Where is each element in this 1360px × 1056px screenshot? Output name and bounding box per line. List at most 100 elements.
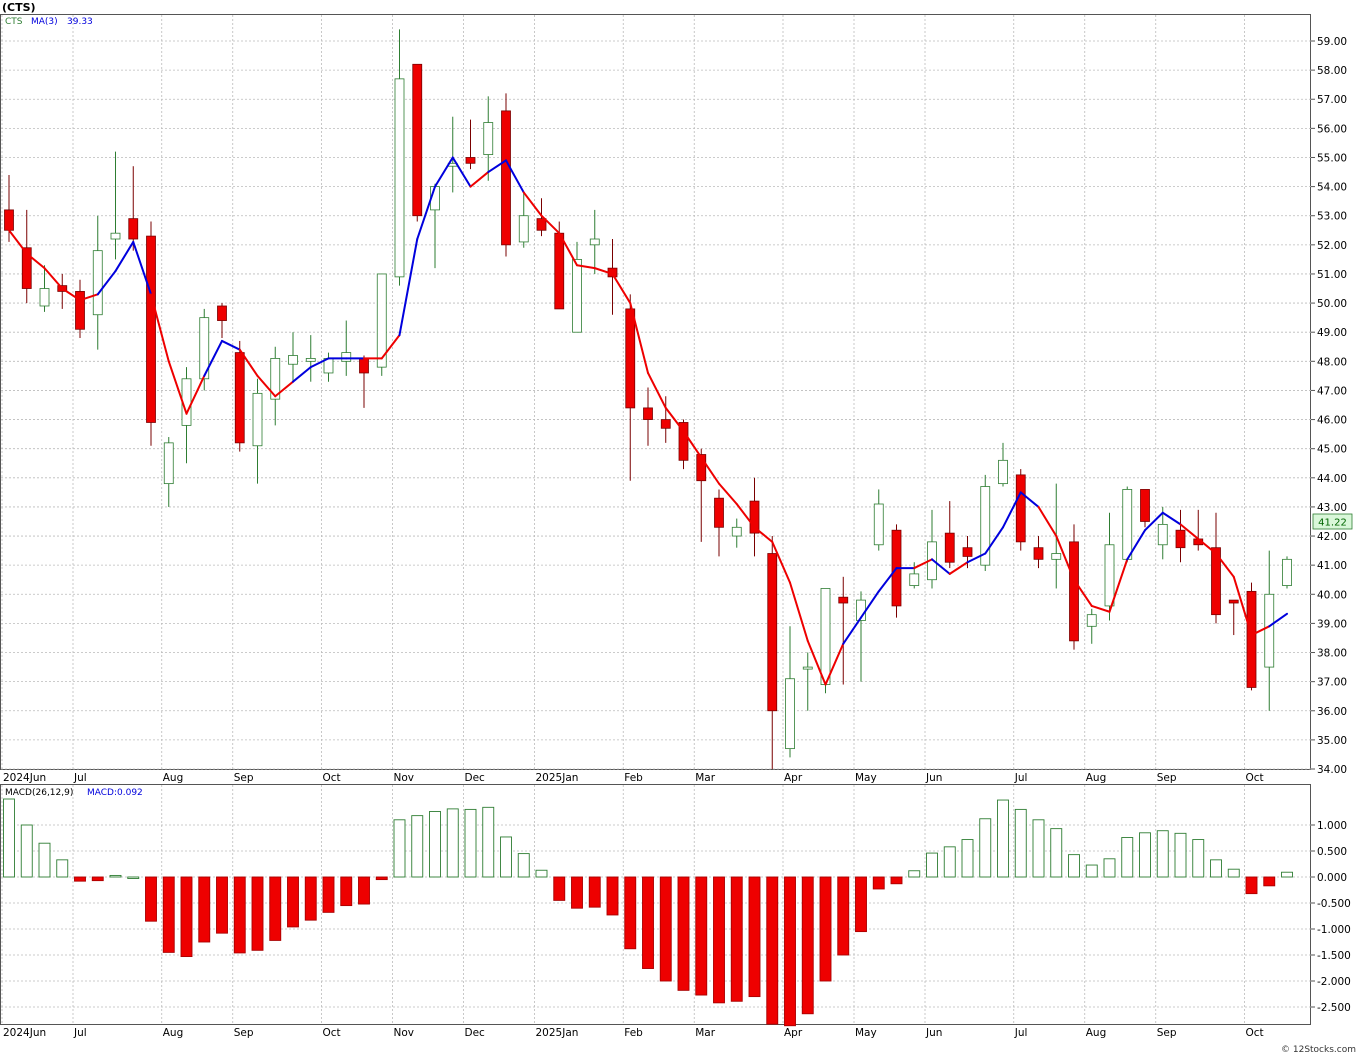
ma3-segment — [8, 229, 28, 255]
candle-body — [465, 157, 476, 164]
ma3-segment — [1161, 511, 1182, 526]
price-x-tick-label: Aug — [163, 772, 184, 784]
macd-bar-negative — [801, 876, 814, 1015]
candle-body — [359, 358, 369, 374]
candle-body — [838, 596, 849, 604]
ma3-segment — [1197, 537, 1217, 555]
ma3-segment — [789, 581, 809, 642]
candle-body — [1069, 541, 1079, 642]
macd-histogram — [3, 798, 1293, 1027]
price-y-tick-label: 58.00 — [1317, 65, 1347, 77]
macd-bar-positive — [1121, 837, 1134, 878]
candle-up — [909, 562, 920, 589]
price-x-axis: 2024Jun Jul Aug Sep Oct Nov Dec 2025Jan Feb Mar Ap… — [3, 772, 1264, 784]
ma3-segment — [877, 567, 898, 593]
macd-bar-negative — [74, 876, 86, 882]
candle-down — [75, 279, 85, 339]
candle-body — [234, 352, 245, 444]
price-y-tick-label: 46.00 — [1317, 415, 1347, 427]
candle-body — [252, 392, 263, 447]
ma3-segment — [647, 371, 667, 409]
ma3-segment — [860, 590, 880, 619]
candle-down — [749, 477, 760, 557]
ma3-segment — [1090, 604, 1111, 613]
ma3-segment — [1232, 575, 1253, 637]
candle-body — [1211, 547, 1221, 616]
macd-bar-negative — [819, 876, 832, 982]
candle-down — [696, 448, 707, 542]
candle-body — [39, 288, 50, 307]
ma3-segment — [931, 558, 951, 575]
price-y-tick-label: 38.00 — [1317, 648, 1347, 660]
macd-bar-positive — [1192, 839, 1205, 878]
macd-x-tick-label: Sep — [1157, 1027, 1177, 1039]
last-price-tag-text: 41.22 — [1318, 518, 1347, 529]
candle-down — [501, 93, 511, 257]
macd-y-tick-label: -1.000 — [1317, 924, 1351, 936]
candle-up — [92, 215, 103, 350]
candle-body — [749, 500, 760, 534]
macd-legend-value: MACD:0.092 — [87, 788, 143, 798]
macd-bar-positive — [38, 842, 51, 878]
ma3-segment — [948, 561, 969, 575]
candle-down — [1228, 599, 1239, 636]
price-x-tick-label: Mar — [695, 772, 715, 784]
candle-up — [1086, 608, 1097, 644]
macd-bar-negative — [269, 876, 282, 941]
macd-bar-positive — [943, 846, 956, 878]
price-x-tick-label: Nov — [394, 772, 415, 784]
candle-down — [128, 166, 139, 251]
chart-title: (CTS) — [2, 1, 36, 14]
candle-body — [1282, 558, 1292, 586]
candle-up — [39, 265, 50, 312]
candle-body — [944, 532, 955, 563]
ma3-segment — [398, 238, 419, 337]
macd-x-tick-label: Jul — [73, 1027, 87, 1039]
price-y-tick-label: 55.00 — [1317, 152, 1347, 164]
price-x-tick-label: 2024Jun — [3, 772, 46, 784]
candle-down — [643, 387, 653, 446]
macd-bar-positive — [3, 798, 15, 878]
ma3-segment — [221, 339, 241, 351]
macd-x-tick-label: Nov — [394, 1027, 415, 1039]
macd-bar-negative — [1263, 876, 1276, 887]
ma3-segment — [256, 374, 277, 398]
macd-bar-negative — [180, 876, 193, 958]
macd-bar-negative — [695, 876, 708, 996]
ma3-segment — [434, 156, 454, 188]
candle-body — [483, 122, 494, 155]
ma3-segment — [469, 171, 490, 188]
price-x-tick-label: Sep — [234, 772, 254, 784]
ma3-segment — [984, 526, 1004, 555]
macd-bar-negative — [748, 876, 761, 998]
candle-body — [1175, 529, 1186, 549]
price-x-tick-label: Jun — [925, 772, 942, 784]
price-x-tick-label: Oct — [323, 772, 341, 784]
price-y-tick-label: 36.00 — [1317, 706, 1347, 718]
ma3-segment — [593, 267, 614, 275]
macd-x-tick-label: Apr — [784, 1027, 803, 1039]
macd-bar-positive — [411, 815, 424, 878]
ma3-segment — [735, 503, 756, 529]
candle-body — [962, 547, 973, 557]
candle-up — [802, 652, 813, 711]
candle-body — [376, 273, 387, 368]
macd-bar-positive — [979, 818, 992, 878]
candle-body — [998, 459, 1008, 485]
ma3-segment — [753, 526, 774, 543]
candle-down — [21, 209, 32, 304]
candle-up — [873, 489, 884, 551]
macd-bar-negative — [553, 876, 566, 901]
ma3-segment — [1037, 505, 1058, 538]
candle-up — [518, 192, 529, 248]
macd-bar-negative — [624, 876, 637, 950]
price-x-tick-label: Apr — [784, 772, 803, 784]
candle-down — [944, 501, 955, 569]
candle-body — [572, 258, 582, 333]
ma3-segment — [1250, 625, 1271, 637]
candle-body — [1033, 547, 1044, 560]
price-y-tick-label: 41.00 — [1317, 560, 1347, 572]
macd-bar-positive — [1174, 832, 1187, 878]
candle-up — [252, 378, 263, 484]
macd-y-tick-label: -2.000 — [1317, 976, 1351, 988]
